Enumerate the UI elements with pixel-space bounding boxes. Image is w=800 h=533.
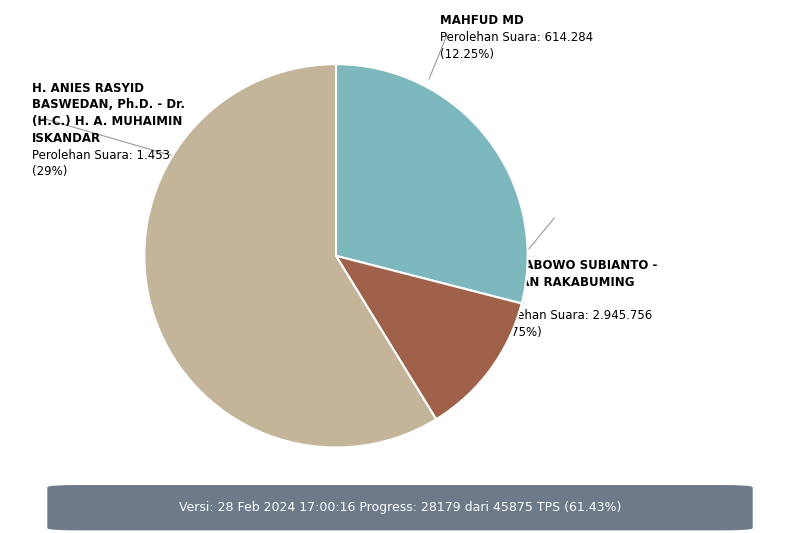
Text: (29%): (29%) [32,165,67,179]
FancyBboxPatch shape [48,486,752,530]
Text: GIBRAN RAKABUMING: GIBRAN RAKABUMING [488,276,634,289]
Text: Perolehan Suara: 1.453.926: Perolehan Suara: 1.453.926 [32,149,196,161]
Text: MAHFUD MD: MAHFUD MD [440,14,524,27]
Wedge shape [336,256,522,419]
Text: RAKA: RAKA [488,293,525,305]
Text: ISKANDAR: ISKANDAR [32,132,101,145]
Text: (12.25%): (12.25%) [440,48,494,61]
Text: BASWEDAN, Ph.D. - Dr.: BASWEDAN, Ph.D. - Dr. [32,98,185,111]
Wedge shape [336,64,528,303]
Text: Versi: 28 Feb 2024 17:00:16 Progress: 28179 dari 45875 TPS (61.43%): Versi: 28 Feb 2024 17:00:16 Progress: 28… [179,501,621,514]
Text: Perolehan Suara: 2.945.756: Perolehan Suara: 2.945.756 [488,309,652,322]
Text: H. PRABOWO SUBIANTO -: H. PRABOWO SUBIANTO - [488,259,658,272]
Text: Perolehan Suara: 614.284: Perolehan Suara: 614.284 [440,31,593,44]
Wedge shape [144,64,436,448]
Text: (58.75%): (58.75%) [488,326,542,339]
Text: H. ANIES RASYID: H. ANIES RASYID [32,82,144,94]
Text: (H.C.) H. A. MUHAIMIN: (H.C.) H. A. MUHAIMIN [32,115,182,128]
